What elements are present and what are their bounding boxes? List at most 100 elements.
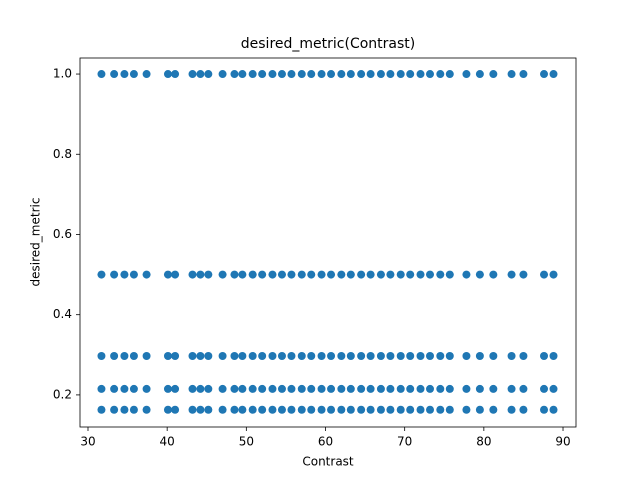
point xyxy=(248,384,257,393)
point xyxy=(357,405,366,414)
point xyxy=(188,352,197,361)
point xyxy=(142,352,151,361)
point xyxy=(258,70,267,79)
y-tick-label: 0.2 xyxy=(53,387,72,401)
point xyxy=(110,405,119,414)
point xyxy=(346,405,355,414)
point xyxy=(258,352,267,361)
point xyxy=(540,270,549,279)
point xyxy=(163,70,172,79)
point xyxy=(386,384,395,393)
point xyxy=(277,405,286,414)
y-tick-label: 0.4 xyxy=(53,307,72,321)
point xyxy=(519,352,528,361)
point xyxy=(462,405,471,414)
point xyxy=(97,270,106,279)
point xyxy=(297,405,306,414)
point xyxy=(357,270,366,279)
point xyxy=(445,384,454,393)
x-tick-label: 80 xyxy=(476,435,491,449)
point xyxy=(462,384,471,393)
point xyxy=(436,270,445,279)
y-tick-label: 1.0 xyxy=(53,67,72,81)
point xyxy=(507,270,516,279)
point xyxy=(489,352,498,361)
point xyxy=(366,384,375,393)
point xyxy=(540,70,549,79)
point xyxy=(110,270,119,279)
point xyxy=(97,405,106,414)
point xyxy=(238,70,247,79)
point xyxy=(218,384,227,393)
point xyxy=(110,384,119,393)
point xyxy=(445,70,454,79)
point xyxy=(171,270,180,279)
point xyxy=(406,352,415,361)
point xyxy=(248,405,257,414)
point xyxy=(549,70,558,79)
point xyxy=(163,405,172,414)
chart-title: desired_metric(Contrast) xyxy=(241,36,415,52)
point xyxy=(396,270,405,279)
point xyxy=(317,70,326,79)
point xyxy=(287,405,296,414)
point xyxy=(489,270,498,279)
point xyxy=(426,384,435,393)
point xyxy=(540,384,549,393)
point xyxy=(406,270,415,279)
point xyxy=(142,270,151,279)
point xyxy=(416,270,425,279)
point xyxy=(204,405,213,414)
point xyxy=(277,352,286,361)
point xyxy=(366,70,375,79)
point xyxy=(204,384,213,393)
point xyxy=(475,405,484,414)
point xyxy=(396,384,405,393)
point xyxy=(519,384,528,393)
point xyxy=(317,270,326,279)
y-tick-label: 0.6 xyxy=(53,227,72,241)
point xyxy=(327,70,336,79)
point xyxy=(327,405,336,414)
point xyxy=(163,352,172,361)
point xyxy=(386,405,395,414)
point xyxy=(406,405,415,414)
point xyxy=(230,405,239,414)
point xyxy=(337,384,346,393)
point xyxy=(396,70,405,79)
point xyxy=(475,70,484,79)
point xyxy=(519,70,528,79)
point xyxy=(218,70,227,79)
point xyxy=(376,270,385,279)
point xyxy=(337,270,346,279)
point xyxy=(346,384,355,393)
point xyxy=(436,384,445,393)
point xyxy=(549,270,558,279)
point xyxy=(120,384,129,393)
point xyxy=(120,70,129,79)
point xyxy=(406,384,415,393)
point xyxy=(297,70,306,79)
point xyxy=(129,70,138,79)
point xyxy=(307,384,316,393)
point xyxy=(171,70,180,79)
point xyxy=(416,352,425,361)
point xyxy=(188,70,197,79)
point xyxy=(307,352,316,361)
point xyxy=(406,70,415,79)
point xyxy=(297,352,306,361)
point xyxy=(97,352,106,361)
point xyxy=(258,384,267,393)
point xyxy=(218,270,227,279)
x-tick-label: 50 xyxy=(239,435,254,449)
point xyxy=(258,270,267,279)
point xyxy=(507,70,516,79)
point xyxy=(475,352,484,361)
point xyxy=(489,384,498,393)
point xyxy=(445,352,454,361)
point xyxy=(416,70,425,79)
point xyxy=(188,270,197,279)
point xyxy=(268,70,277,79)
